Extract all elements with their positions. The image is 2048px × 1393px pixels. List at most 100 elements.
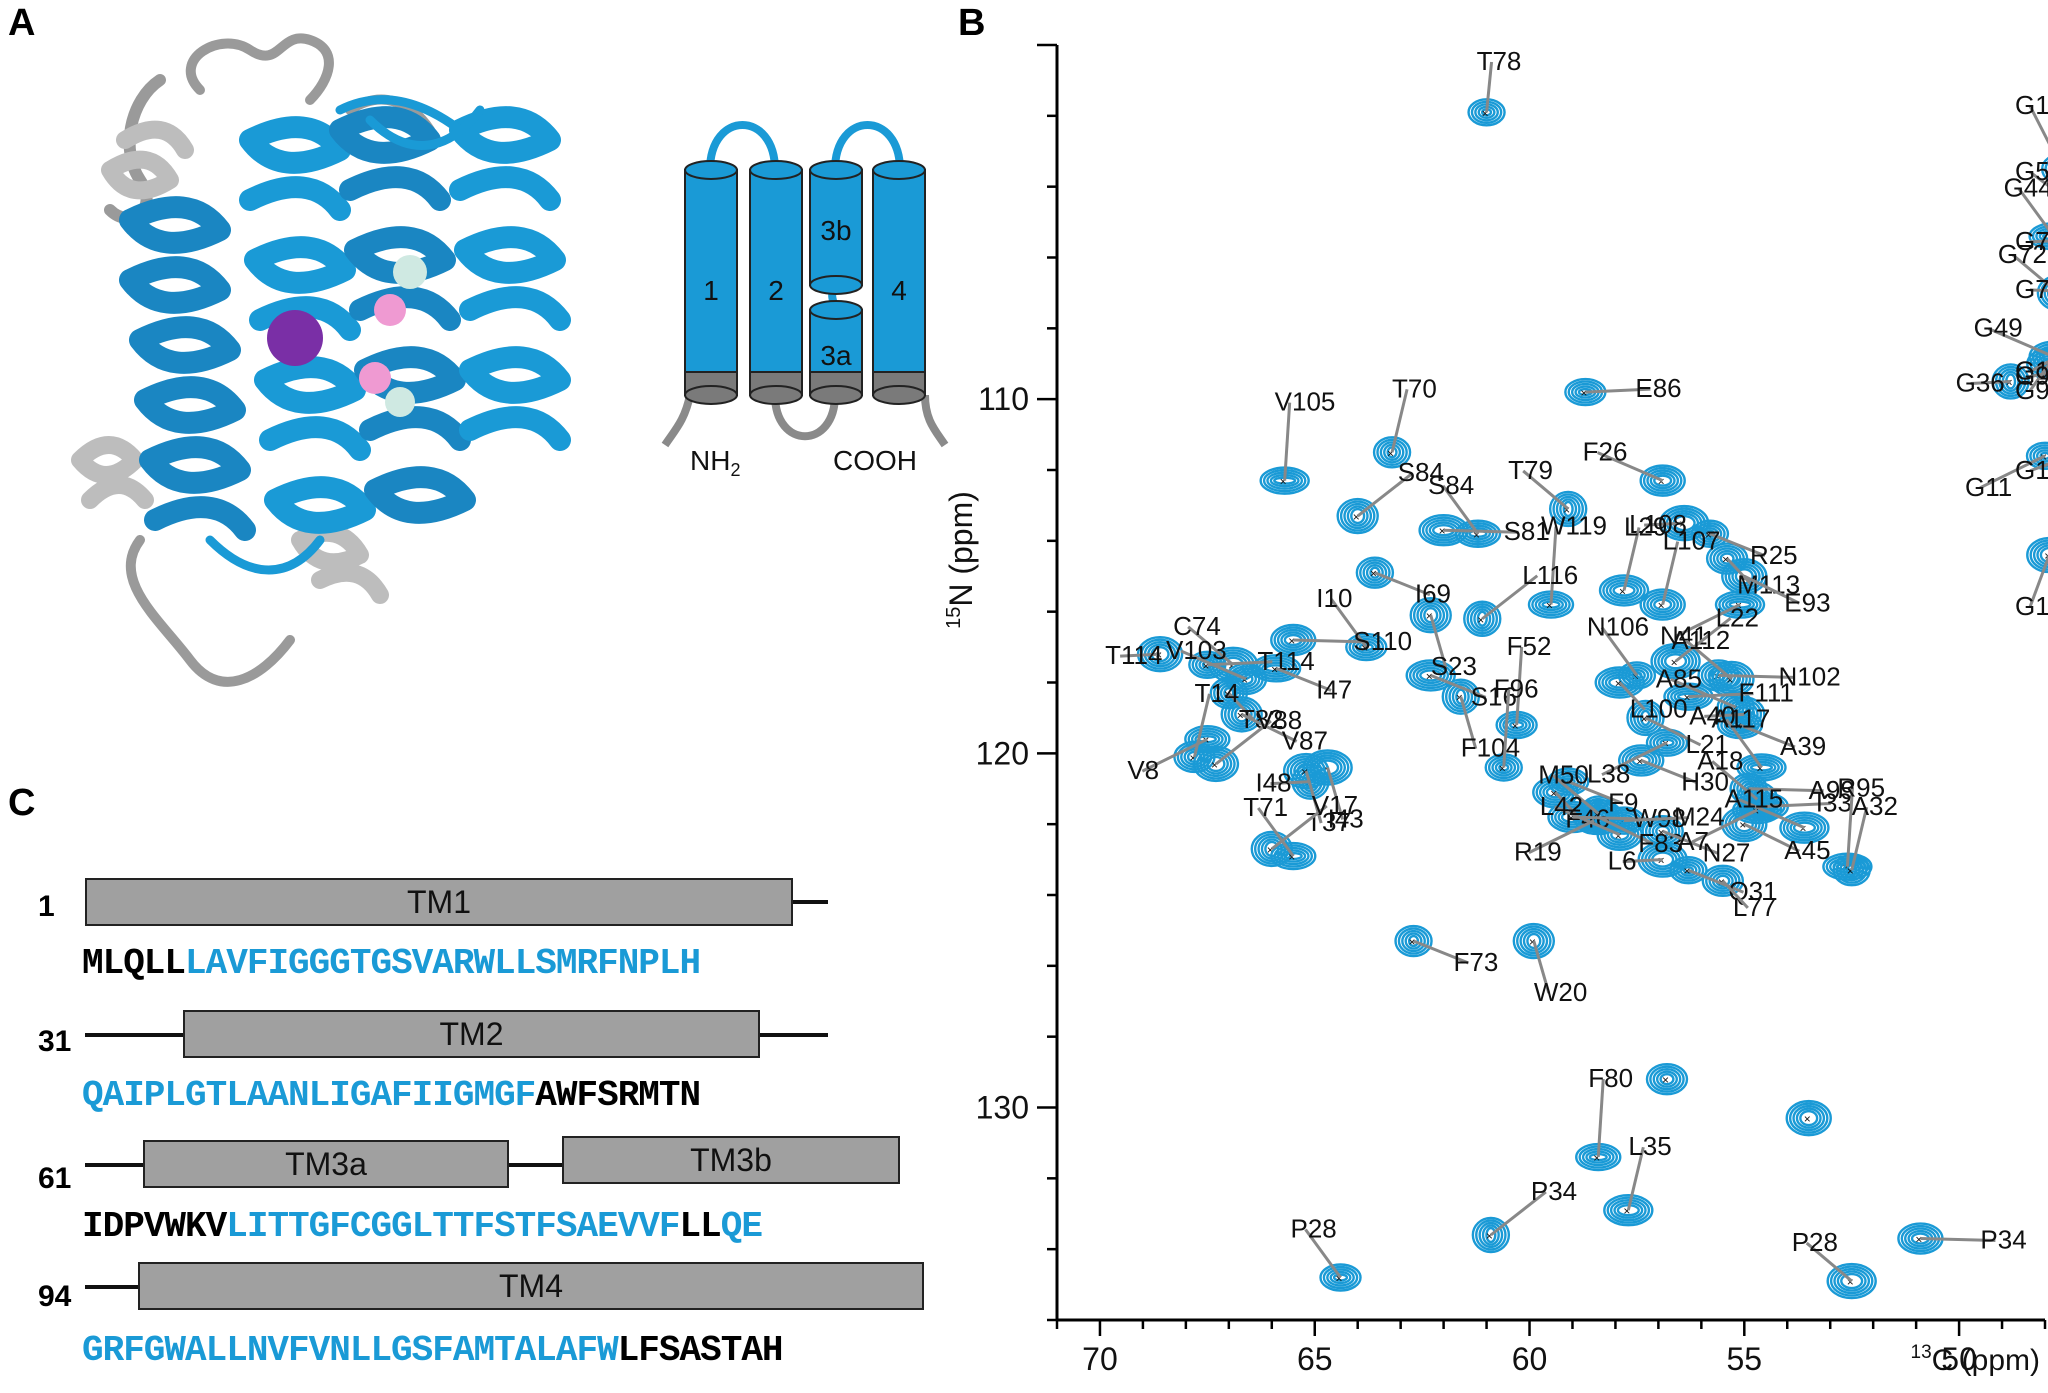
peak-label: G44 [2004, 172, 2048, 202]
blue-helix-3 [329, 106, 476, 524]
row-number-61: 61 [38, 1162, 72, 1195]
topology-diagram: 1 2 3b 3a 4 NH2 COOH [661, 121, 949, 480]
leader-line [1502, 689, 1511, 768]
peak-g97: × [2026, 347, 2048, 380]
panel-b: B × × × × × × × × × × × × × × × × × × × × × × × × × × × × × × × × × × × × × ×… [930, 0, 2048, 1393]
peak-label: F26 [1583, 437, 1628, 467]
peak-label: L42 [1540, 791, 1583, 821]
svg-text:×: × [1336, 1272, 1343, 1286]
panel-letter-b: B [958, 2, 986, 44]
peak-label: N41 [1660, 621, 1708, 651]
peak-label: C74 [1173, 611, 1221, 641]
seq-row-1-blue: LAVFIGGGTGSVARWLLSMRFNPLH [185, 943, 701, 984]
cylinder-4 [872, 160, 926, 405]
svg-text:×: × [1563, 503, 1570, 517]
row-number-1: 1 [38, 890, 55, 923]
leader-line [1270, 780, 1311, 786]
peak-label: T79 [1508, 455, 1553, 485]
peak-label: G97 [2015, 375, 2048, 405]
cylinder-1 [684, 160, 738, 405]
peak-label: R19 [1514, 837, 1562, 867]
svg-text:×: × [1580, 386, 1587, 400]
svg-text:×: × [1658, 475, 1665, 489]
peak-label: I10 [1316, 583, 1352, 613]
tm4-head-line [85, 1285, 140, 1289]
leader-line [1987, 327, 2048, 356]
tm3-head-line [85, 1163, 145, 1167]
svg-text:×: × [1756, 762, 1763, 776]
peak-label: M24 [1674, 802, 1725, 832]
peak-label: L38 [1587, 759, 1630, 789]
leader-line [1687, 868, 1745, 894]
cylinder-2 [749, 160, 803, 405]
x-tick-label: 55 [1727, 1341, 1763, 1377]
svg-text:×: × [1550, 786, 1557, 800]
gray-loop-bottom [125, 535, 295, 687]
peak-q31: × [1669, 856, 1708, 885]
topology-cterm [921, 394, 949, 448]
leader-line [1215, 719, 1272, 766]
svg-text:×: × [1301, 765, 1308, 779]
svg-text:×: × [1370, 567, 1377, 581]
peak-label: G36 [1956, 367, 2005, 397]
peak-label: G76 [2015, 274, 2048, 304]
leader-line [1374, 571, 1431, 597]
peak-label: M113 [1737, 570, 1800, 600]
leader-line [1721, 879, 1749, 909]
tm2-tail-line [760, 1033, 828, 1037]
peak-label: F52 [1507, 631, 1552, 661]
peak-label: F9 [1608, 788, 1638, 818]
svg-text:×: × [1456, 691, 1463, 705]
leader-line [2028, 105, 2048, 145]
leader-line [1585, 387, 1651, 394]
svg-text:×: × [1546, 599, 1553, 613]
svg-text:×: × [1426, 669, 1433, 683]
leader-line [1765, 801, 1831, 808]
gray-helix-topleft [101, 120, 194, 200]
svg-text:×: × [2044, 358, 2048, 372]
peak-label: T114 [1105, 640, 1162, 670]
svg-text:×: × [1241, 673, 1248, 687]
leader-line [1661, 541, 1680, 605]
leader-line [1390, 388, 1409, 453]
svg-text:×: × [1722, 553, 1729, 567]
leader-line [1241, 713, 1298, 743]
ion-pink-2 [359, 362, 391, 394]
peak-label: F104 [1461, 733, 1520, 763]
leader-line [1429, 614, 1448, 668]
seq-row-94-blue: GRFGWALLNVFVNLLGSFAMTALAFW [82, 1330, 619, 1371]
peak-label: I69 [1415, 579, 1451, 609]
svg-text:×: × [1847, 1275, 1854, 1289]
svg-text:×: × [1486, 1229, 1493, 1243]
gray-loop-top [185, 33, 334, 105]
leader-line [1304, 1228, 1342, 1279]
peak-label: S84 [1428, 470, 1474, 500]
topology-loop-3-4 [831, 121, 904, 171]
leader-line [1845, 788, 1854, 867]
peak-label: A40 [1689, 700, 1735, 730]
svg-text:×: × [1482, 106, 1489, 120]
svg-text:×: × [1593, 808, 1600, 822]
svg-text:×: × [1662, 1073, 1669, 1087]
leader-line [1207, 660, 1273, 667]
leader-line [2029, 239, 2048, 244]
svg-text:×: × [1512, 719, 1519, 733]
leader-line [1515, 646, 1524, 726]
peak-t70: × [1372, 436, 1412, 469]
peak-label: T37 [1306, 807, 1351, 837]
leader-line [1227, 692, 1255, 722]
peak-l100: × [1594, 666, 1645, 699]
leader-line [2028, 362, 2048, 392]
leader-line [2029, 462, 2048, 473]
leader-line [1120, 652, 1161, 658]
leader-line [1257, 807, 1295, 857]
peak-label: T71 [1243, 792, 1288, 822]
peak-label: F111 [1738, 678, 1793, 708]
peak-label: R95 [1837, 773, 1885, 803]
leader-line [1275, 666, 1332, 692]
peak-r25: × [1690, 519, 1730, 548]
svg-text:×: × [1735, 719, 1742, 733]
helix-label-4: 4 [891, 275, 907, 306]
peak-label: E93 [1784, 587, 1830, 617]
peak-label: S84 [1398, 457, 1444, 487]
